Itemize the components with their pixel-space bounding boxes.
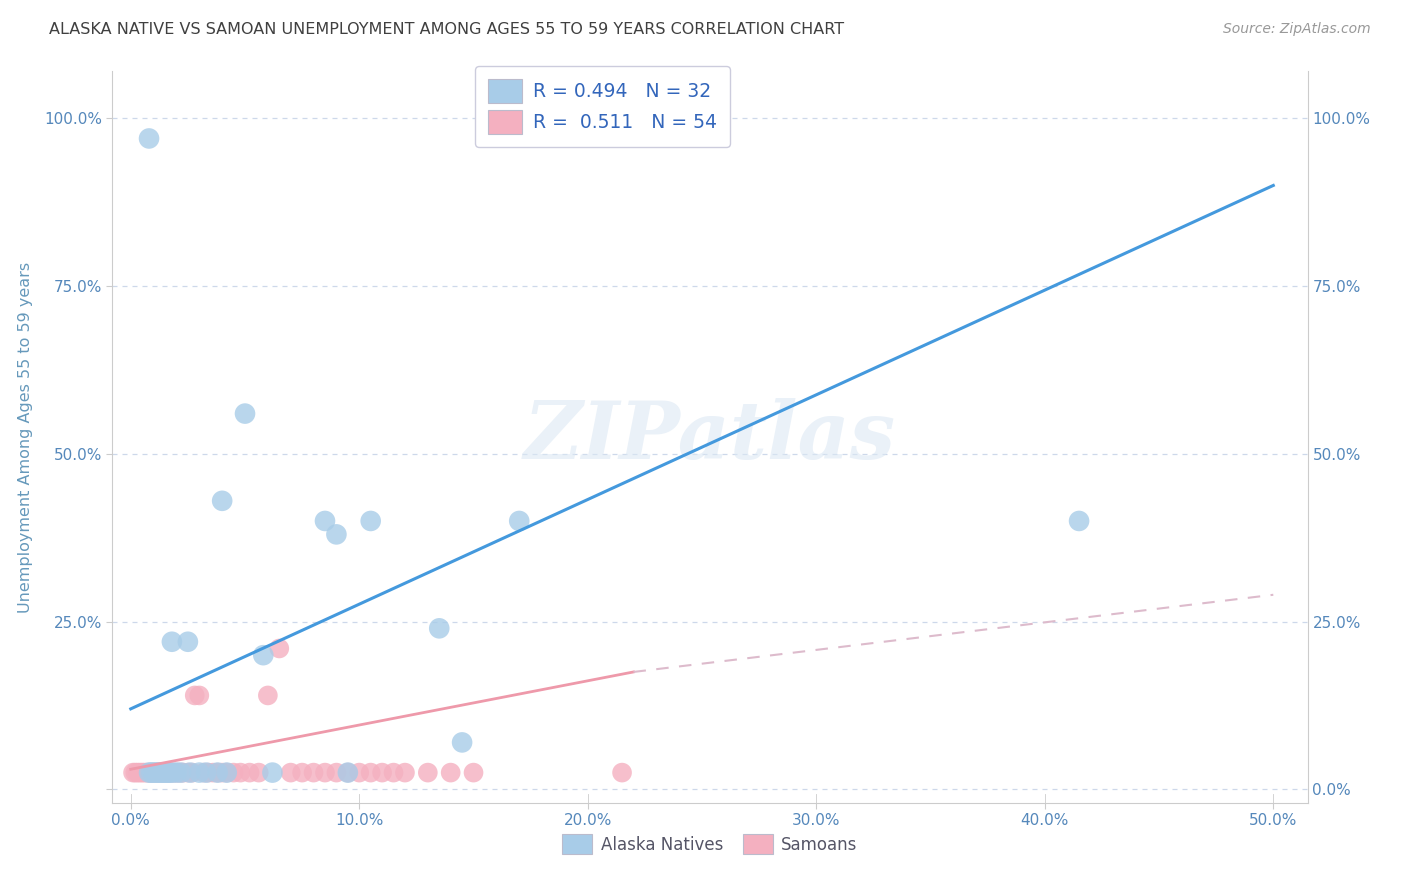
- Point: [149, 765, 172, 780]
- Point: [166, 765, 188, 780]
- Point: [138, 765, 160, 780]
- Point: [141, 765, 163, 780]
- Point: [371, 765, 394, 780]
- Point: [349, 765, 371, 780]
- Point: [135, 765, 157, 780]
- Point: [360, 514, 382, 528]
- Point: [160, 634, 183, 648]
- Point: [416, 765, 439, 780]
- Point: [247, 765, 270, 780]
- Point: [302, 765, 325, 780]
- Point: [153, 765, 176, 780]
- Point: [159, 765, 181, 780]
- Point: [336, 765, 359, 780]
- Text: Source: ZipAtlas.com: Source: ZipAtlas.com: [1223, 22, 1371, 37]
- Point: [129, 765, 152, 780]
- Point: [207, 765, 229, 780]
- Legend: Alaska Natives, Samoans: Alaska Natives, Samoans: [555, 828, 865, 860]
- Point: [184, 689, 207, 703]
- Point: [610, 765, 633, 780]
- Point: [269, 641, 291, 656]
- Point: [211, 765, 233, 780]
- Point: [163, 765, 186, 780]
- Point: [160, 765, 183, 780]
- Point: [148, 765, 170, 780]
- Point: [148, 765, 170, 780]
- Point: [142, 765, 165, 780]
- Point: [149, 765, 172, 780]
- Point: [252, 648, 274, 662]
- Point: [193, 765, 215, 780]
- Point: [160, 765, 183, 780]
- Point: [177, 765, 200, 780]
- Text: ALASKA NATIVE VS SAMOAN UNEMPLOYMENT AMONG AGES 55 TO 59 YEARS CORRELATION CHART: ALASKA NATIVE VS SAMOAN UNEMPLOYMENT AMO…: [49, 22, 845, 37]
- Point: [152, 765, 174, 780]
- Point: [188, 765, 211, 780]
- Point: [181, 765, 204, 780]
- Point: [122, 765, 145, 780]
- Point: [215, 765, 238, 780]
- Point: [229, 765, 252, 780]
- Text: ZIPatlas: ZIPatlas: [524, 399, 896, 475]
- Point: [141, 765, 163, 780]
- Point: [156, 765, 179, 780]
- Point: [508, 514, 530, 528]
- Point: [138, 765, 160, 780]
- Point: [1067, 514, 1090, 528]
- Point: [239, 765, 262, 780]
- Point: [314, 765, 336, 780]
- Point: [382, 765, 405, 780]
- Point: [166, 765, 188, 780]
- Point: [156, 765, 179, 780]
- Point: [159, 765, 181, 780]
- Point: [336, 765, 359, 780]
- Point: [211, 493, 233, 508]
- Point: [197, 765, 219, 780]
- Y-axis label: Unemployment Among Ages 55 to 59 years: Unemployment Among Ages 55 to 59 years: [18, 261, 32, 613]
- Point: [325, 527, 347, 541]
- Point: [314, 514, 336, 528]
- Point: [145, 765, 167, 780]
- Point: [131, 765, 153, 780]
- Point: [427, 621, 450, 635]
- Point: [170, 765, 193, 780]
- Point: [138, 131, 160, 145]
- Point: [215, 765, 238, 780]
- Point: [451, 735, 474, 749]
- Point: [463, 765, 485, 780]
- Point: [145, 765, 167, 780]
- Point: [134, 765, 156, 780]
- Point: [394, 765, 416, 780]
- Point: [257, 689, 280, 703]
- Point: [127, 765, 149, 780]
- Point: [170, 765, 193, 780]
- Point: [325, 765, 347, 780]
- Point: [167, 765, 190, 780]
- Point: [195, 765, 218, 780]
- Point: [188, 689, 211, 703]
- Point: [262, 765, 284, 780]
- Point: [202, 765, 225, 780]
- Point: [291, 765, 314, 780]
- Point: [177, 634, 200, 648]
- Point: [233, 407, 256, 421]
- Point: [142, 765, 165, 780]
- Point: [152, 765, 174, 780]
- Point: [124, 765, 146, 780]
- Point: [207, 765, 229, 780]
- Point: [440, 765, 463, 780]
- Point: [172, 765, 194, 780]
- Point: [280, 765, 302, 780]
- Point: [222, 765, 245, 780]
- Point: [153, 765, 176, 780]
- Point: [179, 765, 201, 780]
- Point: [360, 765, 382, 780]
